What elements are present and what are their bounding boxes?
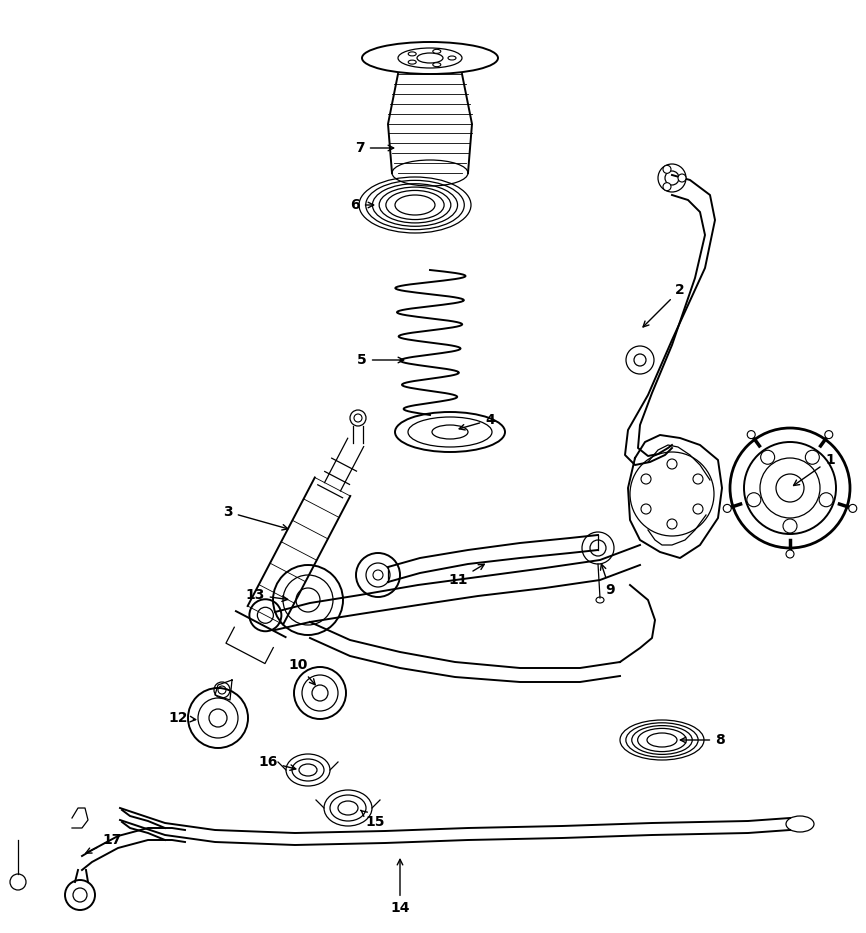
Text: 7: 7	[355, 141, 394, 155]
Ellipse shape	[647, 733, 677, 747]
Text: 10: 10	[288, 658, 315, 685]
Text: 6: 6	[350, 198, 373, 212]
Text: 14: 14	[391, 859, 410, 915]
Text: 3: 3	[223, 505, 288, 530]
Circle shape	[786, 550, 794, 558]
Text: 5: 5	[357, 353, 404, 367]
Ellipse shape	[678, 174, 686, 182]
Ellipse shape	[663, 183, 671, 190]
Ellipse shape	[408, 60, 417, 64]
Circle shape	[805, 451, 819, 465]
Circle shape	[747, 431, 755, 439]
Text: 11: 11	[449, 564, 484, 587]
Ellipse shape	[433, 49, 441, 53]
Circle shape	[824, 431, 833, 439]
Text: 1: 1	[793, 453, 835, 485]
Text: 4: 4	[459, 413, 494, 430]
Circle shape	[667, 459, 677, 469]
Ellipse shape	[433, 63, 441, 66]
Text: 16: 16	[258, 755, 296, 771]
Text: 15: 15	[361, 811, 385, 829]
Ellipse shape	[395, 195, 435, 215]
Ellipse shape	[408, 52, 417, 56]
Circle shape	[783, 519, 797, 533]
Ellipse shape	[448, 56, 456, 60]
Text: 8: 8	[681, 733, 725, 747]
Text: 13: 13	[245, 588, 288, 602]
Circle shape	[760, 451, 775, 465]
Circle shape	[819, 493, 833, 507]
Text: 17: 17	[86, 833, 122, 853]
Circle shape	[693, 504, 703, 514]
Circle shape	[723, 505, 731, 512]
Circle shape	[849, 505, 856, 512]
Text: 2: 2	[643, 283, 685, 327]
Circle shape	[641, 504, 651, 514]
Circle shape	[667, 519, 677, 529]
Text: 9: 9	[600, 564, 615, 597]
Circle shape	[641, 474, 651, 484]
Circle shape	[693, 474, 703, 484]
Text: 12: 12	[168, 711, 196, 725]
Circle shape	[746, 493, 761, 507]
Ellipse shape	[663, 165, 671, 174]
